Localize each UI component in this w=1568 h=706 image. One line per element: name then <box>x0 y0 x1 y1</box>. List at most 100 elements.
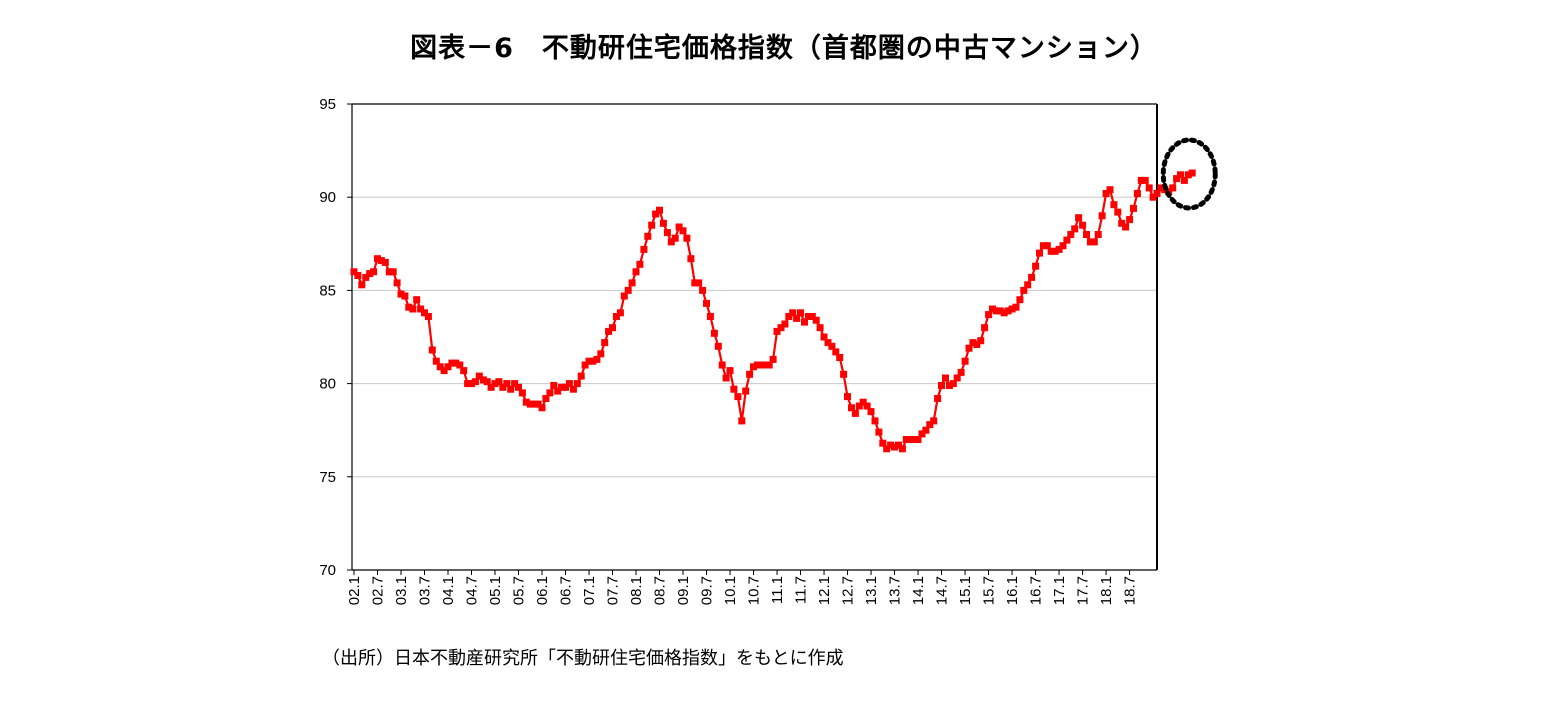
data-point <box>538 404 546 412</box>
data-point <box>1012 303 1020 311</box>
data-point <box>1043 242 1051 250</box>
data-point <box>683 234 691 242</box>
data-point <box>562 383 569 391</box>
data-point <box>1145 184 1153 192</box>
data-point <box>1047 247 1055 255</box>
data-point <box>522 398 530 406</box>
data-point <box>609 324 616 332</box>
data-point <box>381 258 389 266</box>
data-point <box>942 374 949 382</box>
x-tick-labels: 02.1 02.7 03.1 03.7 04.1 04.7 05.1 05.7 06.1 06.7… <box>346 576 1139 605</box>
data-point <box>973 341 981 348</box>
data-point <box>393 279 401 287</box>
x-tick-label: 09.1 <box>675 576 692 605</box>
data-point <box>546 389 554 397</box>
data-point <box>589 357 597 365</box>
data-point <box>432 357 440 365</box>
data-point <box>628 279 636 287</box>
data-point <box>495 378 503 386</box>
data-point <box>1173 175 1181 183</box>
data-point <box>793 314 801 322</box>
data-point <box>397 290 405 298</box>
data-point <box>699 286 707 294</box>
data-point <box>883 445 891 453</box>
x-tick-label: 11.1 <box>769 576 786 604</box>
data-point <box>1075 214 1083 222</box>
data-point <box>464 380 472 388</box>
x-tick-label: 18.7 <box>1122 576 1139 605</box>
data-point <box>804 313 812 320</box>
data-point <box>636 260 644 268</box>
x-tick-label: 02.7 <box>370 576 387 605</box>
data-point <box>1094 231 1102 238</box>
data-point <box>483 378 491 386</box>
data-point <box>828 342 836 350</box>
x-tick-label: 06.1 <box>534 576 551 605</box>
data-point <box>1071 225 1079 233</box>
data-point <box>358 281 366 289</box>
data-point <box>914 436 922 443</box>
x-tick-label: 07.1 <box>581 576 598 605</box>
y-tick-label: 75 <box>319 469 336 486</box>
data-point <box>534 400 542 408</box>
data-point <box>499 383 507 391</box>
data-point <box>656 206 663 214</box>
data-point <box>1118 219 1126 227</box>
data-point <box>965 344 973 352</box>
data-point <box>601 339 609 347</box>
data-point <box>511 380 519 388</box>
chart-title: 図表－6 不動研住宅価格指数（首都圏の中古マンション） <box>410 33 1158 64</box>
data-point <box>1004 307 1012 315</box>
x-tick-label: 08.1 <box>628 576 645 605</box>
data-point <box>844 393 851 401</box>
data-point <box>695 279 703 287</box>
data-point <box>452 359 460 367</box>
x-tick-label: 03.7 <box>417 576 434 605</box>
data-point <box>424 313 432 320</box>
data-point <box>773 327 781 335</box>
data-point <box>797 309 804 317</box>
data-point <box>1055 245 1063 253</box>
data-point <box>840 370 848 378</box>
data-point <box>1032 262 1040 270</box>
x-tick-label: 07.7 <box>605 576 622 605</box>
data-point <box>597 350 605 358</box>
x-tick-label: 18.1 <box>1098 576 1115 605</box>
y-tick-label: 90 <box>319 189 336 206</box>
data-point <box>448 359 456 367</box>
y-tick-label: 70 <box>319 562 336 579</box>
data-point <box>816 324 824 332</box>
data-point <box>436 363 444 371</box>
data-point <box>456 361 464 369</box>
data-point <box>1184 171 1192 179</box>
data-point <box>871 417 879 425</box>
data-point <box>612 313 620 320</box>
highlight-annotation <box>1160 137 1218 211</box>
data-point <box>989 305 996 313</box>
data-point <box>409 305 417 313</box>
x-tick-label: 17.1 <box>1051 576 1068 605</box>
x-tick-label: 10.1 <box>722 576 739 605</box>
data-point <box>460 367 468 375</box>
data-point <box>1008 305 1016 313</box>
data-point <box>746 370 754 378</box>
data-point <box>898 445 906 453</box>
data-point <box>918 430 926 438</box>
data-point <box>977 337 985 345</box>
data-point <box>663 229 671 237</box>
data-point <box>507 385 515 393</box>
data-point <box>389 268 397 276</box>
data-point <box>370 268 378 276</box>
x-tick-label: 14.7 <box>934 576 951 605</box>
data-point <box>1102 190 1110 197</box>
axes <box>347 103 1158 575</box>
x-tick-label: 16.1 <box>1004 576 1021 605</box>
data-point <box>632 268 640 276</box>
data-point <box>659 219 667 227</box>
data-point <box>875 428 883 436</box>
data-point <box>930 417 938 425</box>
x-tick-label: 14.1 <box>910 576 927 605</box>
data-point <box>769 355 777 363</box>
data-point <box>1122 223 1130 231</box>
y-tick-label: 95 <box>319 96 336 113</box>
